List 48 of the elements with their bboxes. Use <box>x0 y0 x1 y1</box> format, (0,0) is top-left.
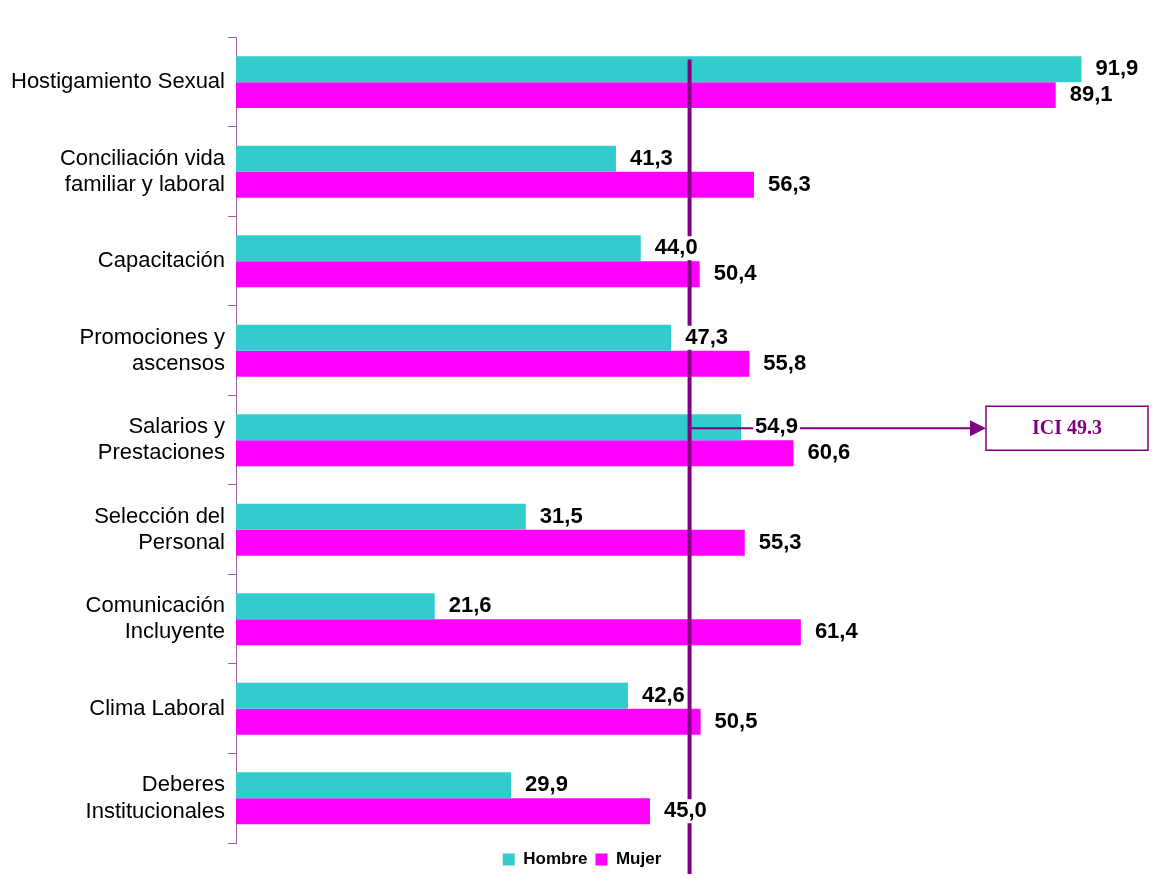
bar <box>236 261 700 288</box>
bar <box>236 414 742 441</box>
y-tick-label: Clima Laboral <box>89 694 226 720</box>
bar <box>236 798 650 825</box>
bar <box>236 440 794 467</box>
data-label: 42,6 <box>641 681 685 707</box>
data-label: 60,6 <box>807 439 851 465</box>
bar <box>236 503 526 530</box>
bar <box>236 529 745 556</box>
y-tick-label: Capacitación <box>97 247 226 273</box>
legend-label: Mujer <box>615 849 662 869</box>
bar <box>236 82 1056 109</box>
bar <box>236 619 801 646</box>
bar <box>236 171 754 198</box>
data-label: 55,8 <box>763 349 807 375</box>
y-tick-label: Comunicación Incluyente <box>85 592 226 644</box>
data-label: 89,1 <box>1069 81 1113 107</box>
legend-label: Hombre <box>523 849 588 869</box>
data-label: 54,9 <box>755 413 798 439</box>
data-label: 55,3 <box>758 528 802 554</box>
bar <box>236 324 672 351</box>
data-label: 44,0 <box>654 234 698 260</box>
y-tick-label: Conciliación vida familiar y laboral <box>59 144 226 196</box>
y-tick-label: Hostigamiento Sexual <box>10 68 226 94</box>
bar <box>236 350 750 377</box>
bar <box>236 56 1082 83</box>
data-label: 91,9 <box>1095 55 1139 81</box>
y-tick-label: Salarios y Prestaciones <box>97 413 226 465</box>
bar <box>236 235 641 262</box>
data-label: 21,6 <box>448 592 492 618</box>
data-label: 47,3 <box>685 323 728 349</box>
bar <box>236 593 435 620</box>
y-tick-label: Deberes Institucionales <box>85 771 226 823</box>
data-label: 31,5 <box>539 502 583 528</box>
bar <box>236 708 701 735</box>
data-label: 45,0 <box>664 797 707 823</box>
data-label: 50,5 <box>714 707 758 733</box>
data-label: 29,9 <box>525 771 568 797</box>
ref-line-label: ICI 49.3 <box>1031 416 1103 439</box>
bar <box>236 772 512 799</box>
bar <box>236 145 616 172</box>
y-tick-label: Promociones y ascensos <box>79 323 226 375</box>
data-label: 41,3 <box>629 144 673 170</box>
data-label: 56,3 <box>767 170 811 196</box>
bar <box>236 682 628 709</box>
y-tick-label: Selección del Personal <box>94 502 226 554</box>
data-label: 61,4 <box>814 618 859 644</box>
data-label: 50,4 <box>713 260 758 286</box>
